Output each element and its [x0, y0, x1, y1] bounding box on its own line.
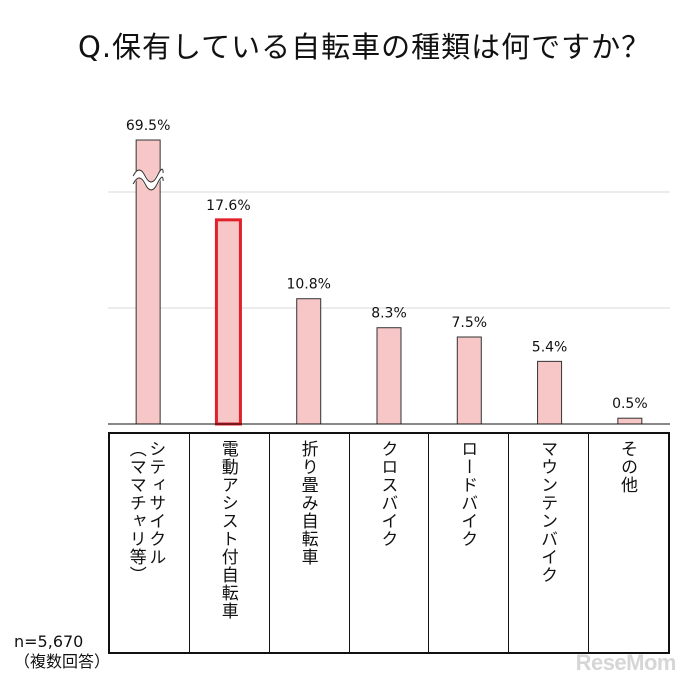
category-label: シティサイクル （ママチャリ等）	[125, 440, 166, 584]
category-cell: 電動アシスト付自転車	[190, 434, 270, 652]
category-label: マウンテンバイク	[537, 440, 558, 584]
category-label: ロードバイク	[457, 440, 478, 548]
category-label: 折り畳み自転車	[297, 440, 318, 566]
category-label-table: シティサイクル （ママチャリ等） 電動アシスト付自転車 折り畳み自転車 クロスバ…	[108, 432, 670, 654]
category-cell: ロードバイク	[429, 434, 510, 652]
bar	[296, 298, 322, 425]
category-cell: その他	[589, 434, 668, 652]
bar-value-label: 69.5%	[126, 118, 170, 134]
chart-title: Q.保有している自転車の種類は何ですか？	[78, 30, 652, 64]
category-label: 電動アシスト付自転車	[217, 440, 238, 620]
bar-value-label: 5.4%	[532, 339, 568, 355]
category-label: その他	[617, 440, 638, 494]
sample-note: n=5,670 （複数回答）	[14, 632, 110, 672]
brand-logo: ReseMom	[575, 650, 677, 675]
bar	[617, 417, 643, 425]
bar	[537, 360, 563, 425]
sample-size: n=5,670	[14, 632, 84, 651]
bar-value-label: 7.5%	[451, 315, 487, 331]
bar-value-label: 8.3%	[371, 306, 407, 322]
axis-break-line	[132, 176, 164, 191]
bar-value-label: 0.5%	[612, 396, 648, 412]
answer-type-note: （複数回答）	[14, 652, 111, 671]
bar	[376, 327, 402, 425]
axis-break-mark	[130, 170, 167, 189]
axis-break-line	[132, 168, 164, 183]
bar-value-label: 17.6%	[206, 198, 250, 214]
bar	[214, 218, 242, 426]
category-cell: 折り畳み自転車	[270, 434, 350, 652]
category-label: クロスバイク	[377, 440, 398, 548]
bar-value-label: 10.8%	[286, 277, 330, 293]
category-cell: マウンテンバイク	[509, 434, 590, 652]
category-cell: シティサイクル （ママチャリ等）	[110, 434, 190, 652]
category-cell: クロスバイク	[350, 434, 430, 652]
bar	[456, 336, 482, 425]
